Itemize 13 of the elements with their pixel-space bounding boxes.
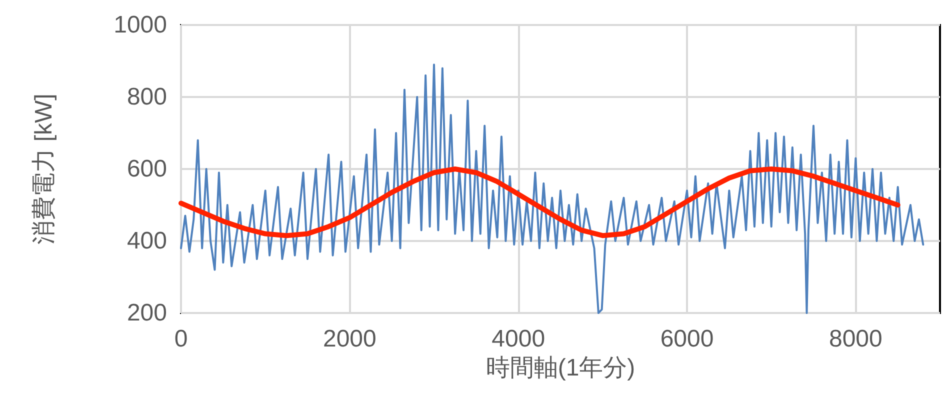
y-tick-label: 400 xyxy=(126,228,167,254)
y-axis-title: 消費電力 [kW] xyxy=(30,94,58,244)
x-tick-label: 2000 xyxy=(322,326,376,352)
x-tick-label: 0 xyxy=(174,326,188,352)
y-tick-label: 800 xyxy=(126,84,167,110)
x-tick-label: 8000 xyxy=(828,326,882,352)
y-tick-label: 1000 xyxy=(114,12,167,38)
y-tick-label: 600 xyxy=(126,156,167,182)
line-series xyxy=(180,64,924,314)
x-tick-label: 4000 xyxy=(492,326,546,352)
x-tick-label: 6000 xyxy=(660,326,714,352)
y-tick-label: 200 xyxy=(126,300,167,326)
x-axis-title: 時間軸(1年分) xyxy=(486,354,636,382)
